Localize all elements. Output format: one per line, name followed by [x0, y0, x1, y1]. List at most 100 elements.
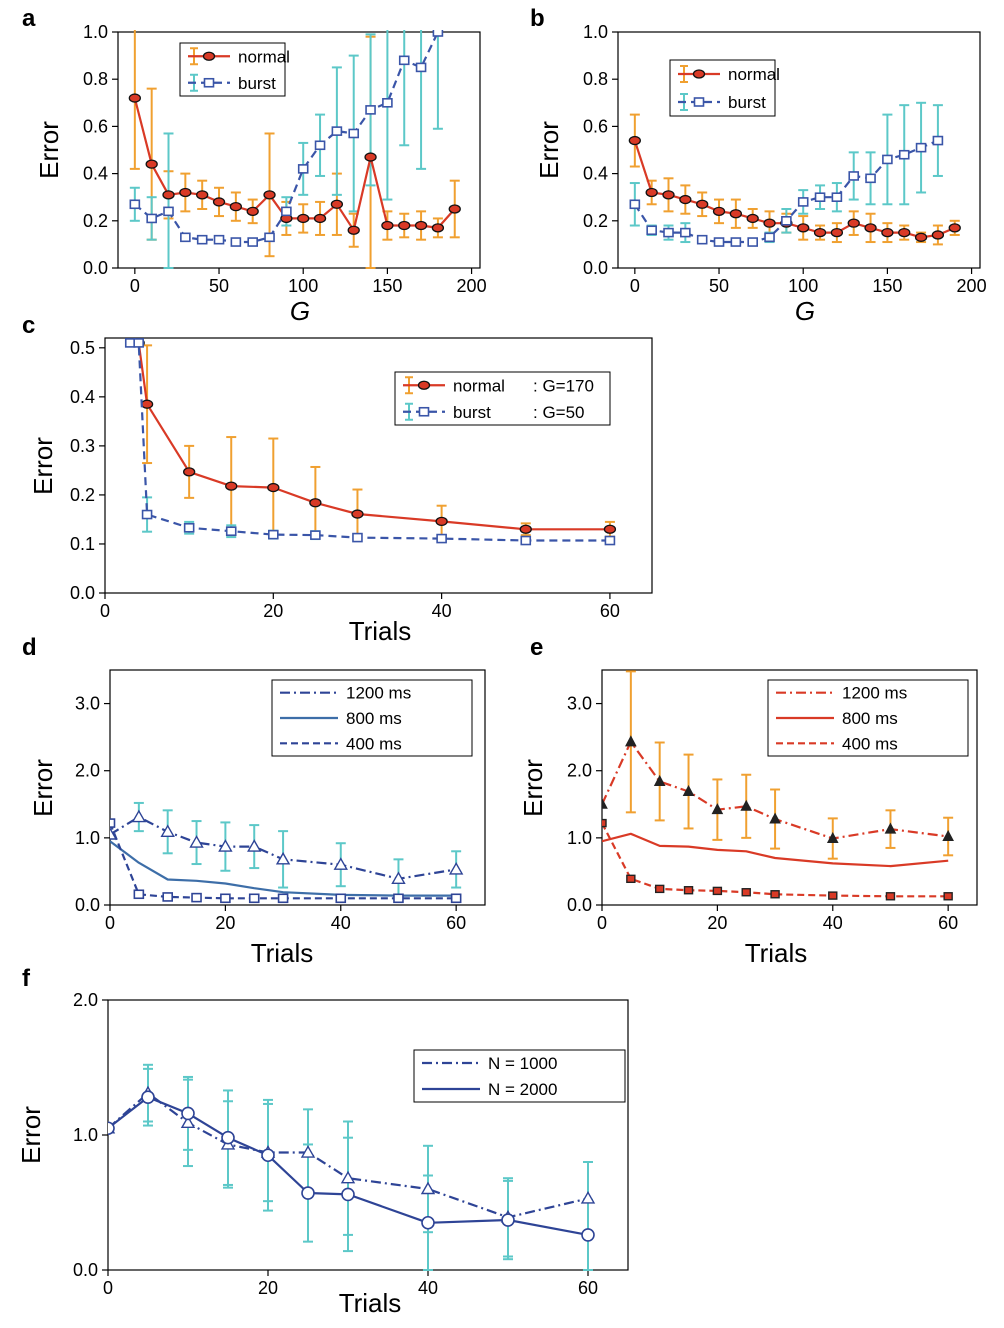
data-point	[848, 171, 860, 181]
data-point	[212, 197, 226, 207]
data-point	[348, 128, 360, 139]
data-point	[626, 874, 636, 884]
panel-e: e 0 20 40 60 0.0 1.0 2.0 3.0 Trials Error 1200 ms 80…	[518, 634, 978, 968]
y-axis-label: Error	[518, 759, 548, 817]
data-point	[347, 225, 360, 235]
legend-box	[179, 42, 286, 97]
y-axis-label: Error	[534, 121, 564, 179]
data-point	[181, 1106, 195, 1121]
legend-label: burst	[453, 403, 491, 422]
data-point	[797, 197, 809, 207]
data-point	[431, 223, 445, 233]
data-point	[393, 893, 404, 904]
data-point	[662, 190, 675, 200]
data-point	[645, 187, 658, 198]
legend-marker	[418, 406, 430, 417]
data-point	[128, 93, 141, 103]
data-point	[604, 535, 616, 546]
data-point	[183, 522, 195, 533]
legend-param: : G=50	[533, 403, 585, 422]
legend-marker	[693, 97, 705, 107]
data-point	[131, 809, 147, 823]
legend-label: 1200 ms	[842, 684, 907, 703]
data-point	[683, 886, 694, 895]
data-point	[189, 835, 204, 848]
data-point	[133, 338, 144, 348]
data-point	[225, 481, 238, 491]
data-point	[351, 509, 364, 519]
data-point	[948, 223, 961, 233]
data-point	[712, 206, 726, 217]
y-tick-label: 3.0	[75, 694, 100, 714]
data-point	[333, 857, 348, 870]
x-tick-label: 60	[578, 1278, 598, 1298]
y-tick-label: 0.2	[83, 211, 108, 231]
x-tick-label: 100	[788, 276, 818, 296]
x-axis-label: Trials	[745, 938, 808, 968]
panel-letter-c: c	[22, 312, 35, 339]
data-point	[141, 1090, 155, 1104]
data-point	[309, 498, 322, 508]
x-tick-label: 40	[823, 913, 843, 933]
plot-frame	[107, 999, 629, 1271]
data-point	[191, 892, 202, 903]
data-point	[831, 192, 843, 202]
data-point	[264, 232, 275, 243]
x-tick-label: 20	[707, 913, 727, 933]
data-point	[381, 220, 394, 231]
data-point	[885, 892, 896, 901]
data-point	[602, 818, 607, 828]
data-point	[196, 234, 208, 245]
legend-label: N = 1000	[488, 1054, 557, 1073]
y-tick-label: 0.8	[83, 69, 108, 89]
y-tick-label: 2.0	[567, 761, 592, 781]
plot-frame	[601, 669, 978, 906]
data-point	[341, 1187, 355, 1202]
data-point	[414, 220, 428, 231]
data-layer	[602, 670, 954, 901]
series-line-800-ms	[602, 832, 949, 868]
x-tick-label: 40	[432, 601, 452, 621]
x-tick-label: 20	[258, 1278, 278, 1298]
y-tick-label: 3.0	[567, 694, 592, 714]
data-point	[160, 824, 175, 838]
data-point	[770, 890, 780, 899]
data-layer	[128, 30, 461, 269]
data-point	[196, 190, 209, 200]
data-point	[180, 232, 191, 243]
legend-label: normal	[453, 376, 505, 395]
y-tick-label: 0.0	[75, 895, 100, 915]
panel-letter-d: d	[22, 634, 37, 661]
data-point	[162, 892, 173, 902]
y-tick-label: 2.0	[73, 990, 98, 1010]
data-point	[391, 871, 406, 885]
legend-marker	[202, 51, 216, 61]
legend: normal : G=170 burst : G=50	[394, 371, 611, 426]
data-point	[448, 862, 464, 875]
data-point	[281, 206, 292, 217]
x-tick-label: 50	[709, 276, 729, 296]
y-tick-label: 1.0	[75, 828, 100, 848]
legend-label: 800 ms	[842, 709, 898, 728]
data-point	[729, 209, 743, 219]
series-line-n-1000	[108, 1092, 589, 1219]
y-tick-label: 0.4	[83, 164, 108, 184]
legend-label: burst	[728, 93, 766, 112]
series-line-n-2000	[108, 1096, 589, 1236]
data-point	[220, 893, 231, 904]
data-point	[711, 803, 724, 815]
data-point	[740, 799, 753, 811]
legend-marker	[203, 77, 215, 88]
data-point	[421, 1215, 435, 1230]
data-point	[382, 98, 393, 108]
data-point	[663, 227, 674, 238]
legend-param: : G=170	[533, 376, 594, 395]
x-tick-label: 0	[597, 913, 607, 933]
data-point	[814, 192, 826, 202]
y-tick-label: 0.4	[583, 164, 608, 184]
data-point	[932, 135, 944, 146]
x-tick-label: 60	[938, 913, 958, 933]
legend: 1200 ms 800 ms 400 ms	[767, 679, 969, 757]
x-tick-label: 60	[446, 913, 466, 933]
data-point	[415, 62, 427, 73]
